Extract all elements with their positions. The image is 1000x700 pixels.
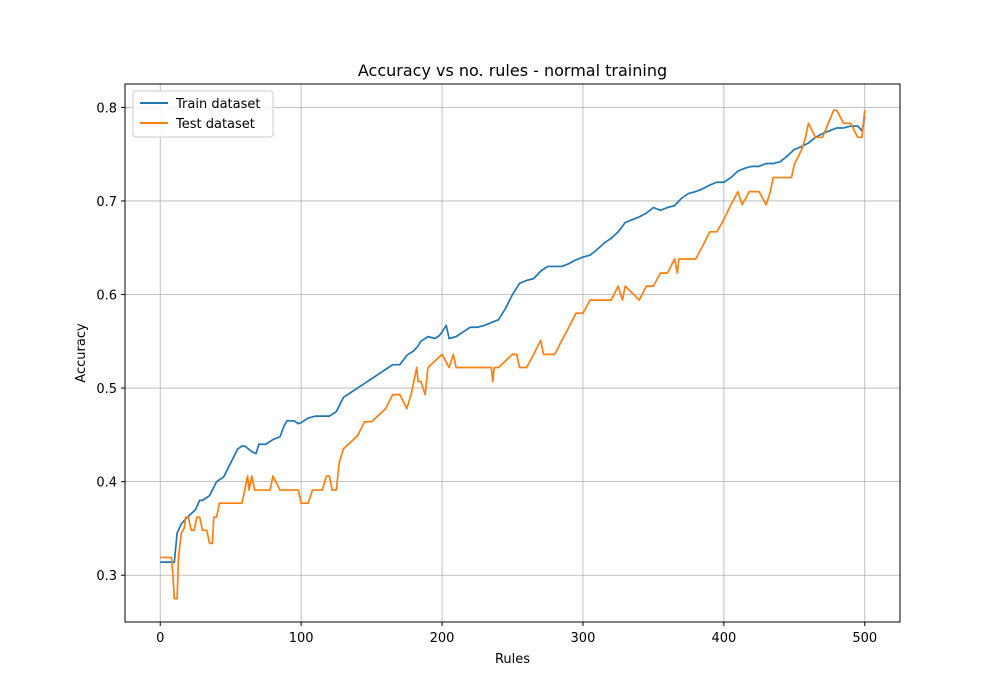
y-axis-title: Accuracy: [74, 323, 89, 383]
y-tick-label: 0.6: [96, 289, 117, 304]
x-axis-title: Rules: [495, 652, 530, 667]
x-tick-label: 0: [156, 631, 164, 646]
chart-title: Accuracy vs no. rules - normal training: [358, 61, 667, 80]
x-tick-label: 100: [289, 631, 314, 646]
x-tick-label: 500: [852, 631, 877, 646]
y-tick-label: 0.8: [96, 101, 117, 116]
x-tick-label: 300: [571, 631, 596, 646]
legend-label-test: Test dataset: [175, 117, 255, 132]
test-dataset-line: [160, 109, 866, 600]
legend-label-train: Train dataset: [175, 97, 260, 112]
y-tick-label: 0.7: [96, 195, 117, 210]
axis-ticks: 0 100 200 300 400 500 0.3 0.4 0.5 0.6 0.7 0.8: [96, 101, 877, 646]
train-dataset-line: [160, 116, 866, 563]
legend: Train dataset Test dataset: [132, 90, 274, 138]
y-tick-label: 0.4: [96, 476, 117, 491]
x-tick-label: 200: [430, 631, 455, 646]
y-tick-label: 0.3: [96, 569, 117, 584]
plot-series: [160, 109, 866, 600]
y-tick-label: 0.5: [96, 382, 117, 397]
plot-frame: [124, 83, 901, 623]
x-tick-label: 400: [711, 631, 736, 646]
